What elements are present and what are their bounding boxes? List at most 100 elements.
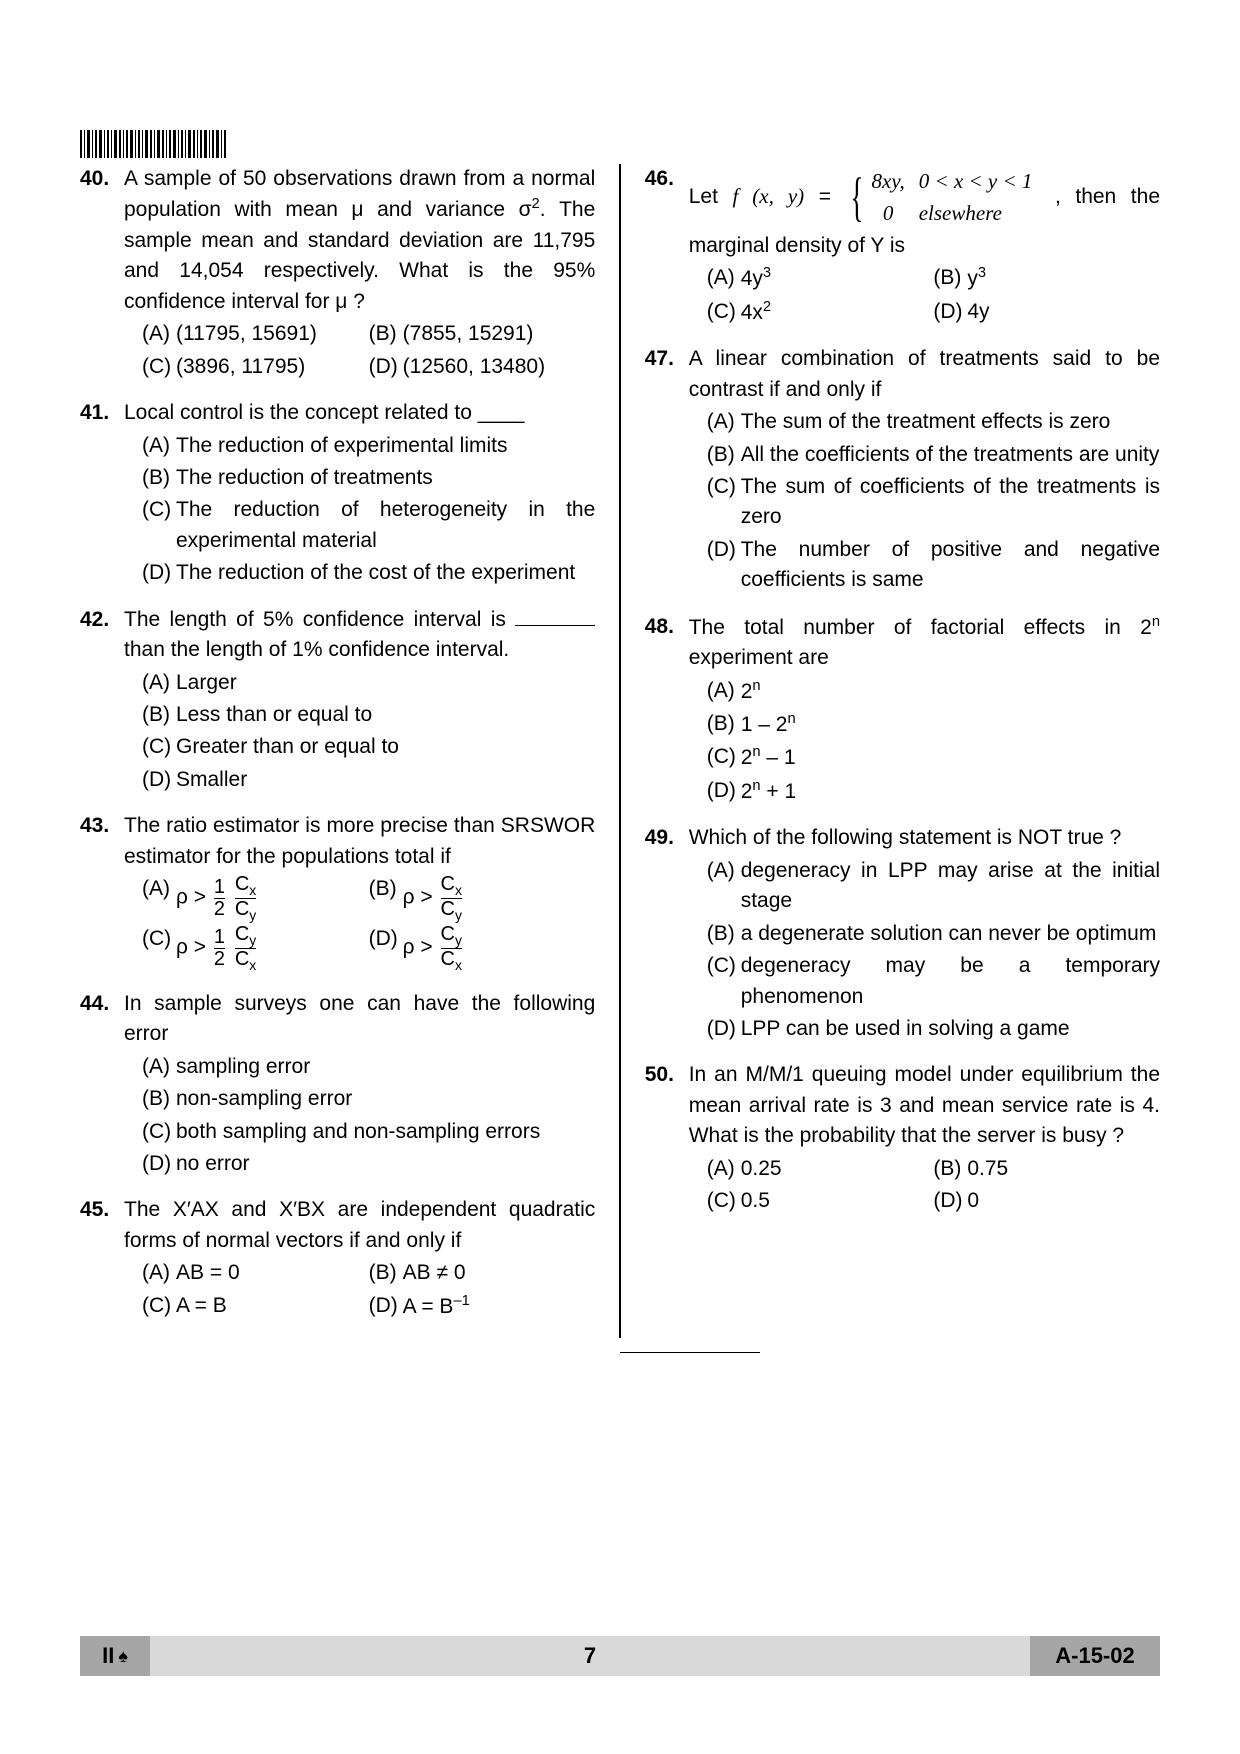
option-row: (C)both sampling and non-sampling errors [142, 1117, 595, 1147]
option-label: (B) [707, 440, 741, 470]
option: (B)a degenerate solution can never be op… [707, 919, 1160, 949]
option-text: 1 – 2n [741, 709, 1160, 740]
question-number: 49. [645, 823, 689, 1046]
spade-icon: ♠ [118, 1646, 128, 1667]
option-label: (A) [142, 1258, 176, 1288]
option-label: (A) [707, 1154, 741, 1184]
option-row: (B)All the coefficients of the treatment… [707, 440, 1160, 470]
options: (A)0.25(B)0.75(C)0.5(D)0 [707, 1154, 1160, 1217]
question: 40.A sample of 50 observations drawn fro… [80, 164, 595, 384]
option-label: (A) [707, 263, 741, 294]
option: (A)2n [707, 676, 1160, 707]
option-text: degeneracy in LPP may arise at the initi… [741, 856, 1160, 917]
end-rule [620, 1352, 760, 1353]
question-stem: In sample surveys one can have the follo… [124, 989, 595, 1050]
option-row: (D)no error [142, 1149, 595, 1179]
question-number: 40. [80, 164, 124, 384]
option: (B)(7855, 15291) [369, 319, 596, 349]
footer: II ♠ 7 A-15-02 [80, 1636, 1160, 1676]
question-stem: In an M/M/1 queuing model under equilibr… [689, 1060, 1160, 1151]
option: (A)(11795, 15691) [142, 319, 369, 349]
question-stem: Local control is the concept related to … [124, 398, 595, 428]
option: (D)A = B–1 [369, 1291, 596, 1322]
option-text: AB ≠ 0 [403, 1258, 596, 1288]
option-row: (D)Smaller [142, 765, 595, 795]
option-row: (D)The number of positive and negative c… [707, 535, 1160, 596]
question: 41.Local control is the concept related … [80, 398, 595, 591]
option: (B)ρ > CxCy [369, 874, 596, 922]
option: (D)The number of positive and negative c… [707, 535, 1160, 596]
option-label: (A) [142, 431, 176, 461]
option-text: 4x2 [741, 297, 934, 328]
option: (D)LPP can be used in solving a game [707, 1014, 1160, 1044]
option-text: 4y3 [741, 263, 934, 294]
option-text: Larger [176, 668, 595, 698]
question-stem: Which of the following statement is NOT … [689, 823, 1160, 853]
question-stem: The X′AX and X′BX are independent quadra… [124, 1195, 595, 1256]
left-column: 40.A sample of 50 observations drawn fro… [80, 164, 595, 1338]
question-body: The X′AX and X′BX are independent quadra… [124, 1195, 595, 1324]
option-text: both sampling and non-sampling errors [176, 1117, 595, 1147]
page: 40.A sample of 50 observations drawn fro… [0, 0, 1240, 1754]
question-number: 44. [80, 989, 124, 1182]
option-text: A = B [176, 1291, 369, 1322]
option-text: Smaller [176, 765, 595, 795]
option-label: (B) [707, 919, 741, 949]
option-label: (C) [707, 742, 741, 773]
options: (A)(11795, 15691)(B)(7855, 15291)(C)(389… [142, 319, 595, 382]
option: (A)0.25 [707, 1154, 934, 1184]
option: (C)A = B [142, 1291, 369, 1322]
option-text: 2n + 1 [741, 776, 1160, 807]
option-label: (A) [707, 676, 741, 707]
option-label: (A) [142, 1052, 176, 1082]
option-text: ρ > CyCx [403, 924, 596, 972]
option: (A)The reduction of experimental limits [142, 431, 595, 461]
option-text: (3896, 11795) [176, 352, 369, 382]
footer-section: II [102, 1643, 114, 1669]
option: (D)0 [933, 1186, 1160, 1216]
option-text: The reduction of experimental limits [176, 431, 595, 461]
option-label: (B) [707, 709, 741, 740]
option: (D)no error [142, 1149, 595, 1179]
option-text: 0.75 [967, 1154, 1160, 1184]
question-body: Let f (x, y) = {8xy,0 < x < y < 10elsewh… [689, 164, 1160, 330]
option-label: (D) [369, 1291, 403, 1322]
question-stem: A linear combination of treatments said … [689, 344, 1160, 405]
footer-code: A-15-02 [1030, 1636, 1160, 1676]
option: (B)0.75 [933, 1154, 1160, 1184]
option-row: (A)ρ > 12 CxCy(B)ρ > CxCy [142, 874, 595, 922]
option: (C)4x2 [707, 297, 934, 328]
option-text: sampling error [176, 1052, 595, 1082]
option-text: The reduction of the cost of the experim… [176, 558, 595, 588]
option-text: All the coefficients of the treatments a… [741, 440, 1160, 470]
option: (B)y3 [933, 263, 1160, 294]
option-text: 2n [741, 676, 1160, 707]
option-text: y3 [967, 263, 1160, 294]
options: (A)Larger(B)Less than or equal to(C)Grea… [142, 668, 595, 796]
option-label: (A) [142, 668, 176, 698]
option-label: (D) [369, 924, 403, 972]
option: (C)ρ > 12 CyCx [142, 924, 369, 972]
option-text: LPP can be used in solving a game [741, 1014, 1160, 1044]
option-text: The sum of coefficients of the treatment… [741, 472, 1160, 533]
option: (C)2n – 1 [707, 742, 1160, 773]
option-row: (A)0.25(B)0.75 [707, 1154, 1160, 1184]
question-body: The length of 5% confidence interval is … [124, 605, 595, 798]
option-label: (C) [707, 297, 741, 328]
question-body: In an M/M/1 queuing model under equilibr… [689, 1060, 1160, 1218]
option-row: (A)sampling error [142, 1052, 595, 1082]
option-label: (D) [707, 1014, 741, 1044]
option: (A)The sum of the treatment effects is z… [707, 407, 1160, 437]
column-divider [619, 164, 620, 1338]
option-text: 0 [967, 1186, 1160, 1216]
option-label: (D) [933, 297, 967, 328]
question: 42.The length of 5% confidence interval … [80, 605, 595, 798]
option-row: (A)2n [707, 676, 1160, 707]
option-label: (B) [933, 263, 967, 294]
question: 43.The ratio estimator is more precise t… [80, 811, 595, 974]
option: (C)both sampling and non-sampling errors [142, 1117, 595, 1147]
option: (A)AB = 0 [142, 1258, 369, 1288]
option-text: 0.25 [741, 1154, 934, 1184]
question: 47.A linear combination of treatments sa… [645, 344, 1160, 598]
option: (C)Greater than or equal to [142, 732, 595, 762]
